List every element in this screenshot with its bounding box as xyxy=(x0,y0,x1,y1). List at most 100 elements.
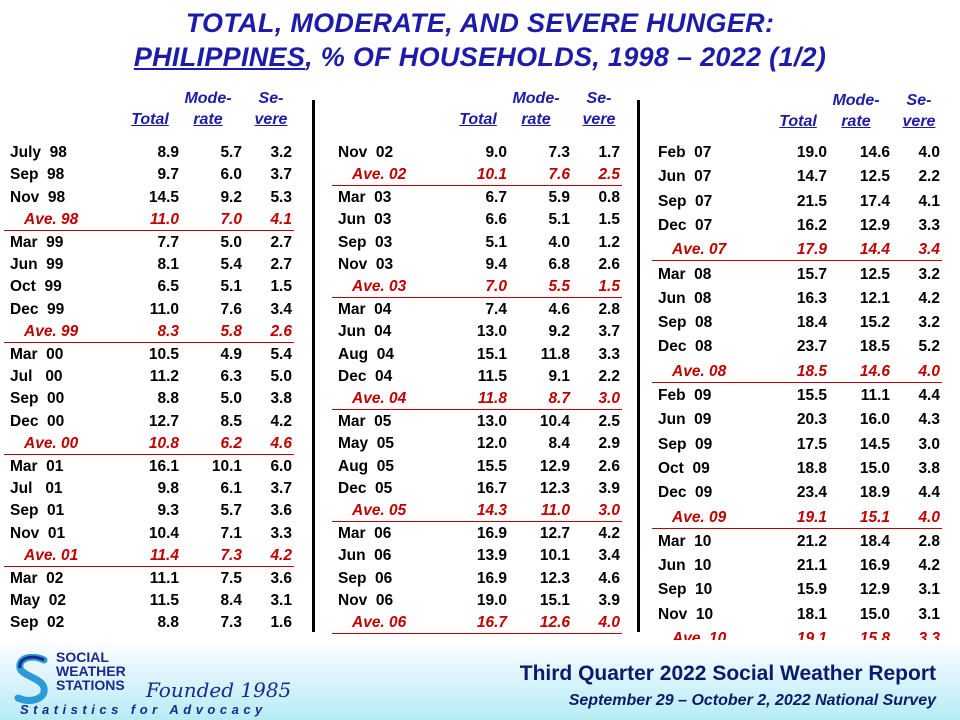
cell-moderate: 5.9 xyxy=(548,188,570,206)
table-row: Aug 04 15.1 11.8 3.3 xyxy=(338,344,622,365)
column-divider-2 xyxy=(637,100,640,632)
cell-severe: 4.2 xyxy=(270,412,292,430)
table-row: Jun 99 8.1 5.4 2.7 xyxy=(10,254,294,275)
cell-total: 16.3 xyxy=(796,289,827,307)
cell-moderate: 8.4 xyxy=(220,592,242,609)
row-label: Ave. 00 xyxy=(24,435,79,453)
row-label: Ave. 99 xyxy=(24,323,79,341)
table-row: Dec 05 16.7 12.3 3.9 xyxy=(338,478,622,499)
row-label: Nov 01 xyxy=(10,524,66,542)
header-severe-bottom: vere xyxy=(254,111,288,128)
row-label: Sep 98 xyxy=(10,166,65,184)
average-row: Ave. 05 14.3 11.0 3.0 xyxy=(332,500,622,523)
row-label: Dec 00 xyxy=(10,412,65,430)
cell-total: 19.0 xyxy=(796,144,827,161)
row-label: Sep 03 xyxy=(338,233,393,251)
row-label: Sep 10 xyxy=(658,581,713,599)
average-row: Ave. 00 10.8 6.2 4.6 xyxy=(4,433,294,456)
cell-severe: 5.4 xyxy=(270,345,292,363)
cell-severe: 4.2 xyxy=(918,557,940,575)
row-label: Sep 02 xyxy=(10,614,65,632)
cell-moderate: 5.0 xyxy=(220,390,242,408)
average-row: Ave. 06 16.7 12.6 4.0 xyxy=(332,612,622,635)
cell-moderate: 16.9 xyxy=(859,557,890,575)
table-row: Mar 04 7.4 4.6 2.8 xyxy=(338,299,622,320)
cell-total: 14.3 xyxy=(476,502,507,520)
cell-severe: 3.0 xyxy=(598,390,620,408)
cell-total: 6.6 xyxy=(485,211,507,229)
table-row: Mar 03 6.7 5.9 0.8 xyxy=(338,187,622,208)
cell-severe: 4.1 xyxy=(918,192,940,210)
table-row: Mar 10 21.2 18.4 2.8 xyxy=(658,531,942,552)
row-label: Sep 07 xyxy=(658,192,713,210)
cell-total: 15.7 xyxy=(796,265,827,283)
row-label: Jul 00 xyxy=(10,368,63,385)
cell-moderate: 8.4 xyxy=(548,435,570,453)
table-row: Sep 10 15.9 12.9 3.1 xyxy=(658,579,942,600)
cell-total: 8.1 xyxy=(157,256,179,273)
table-row: Sep 08 18.4 15.2 3.2 xyxy=(658,312,942,333)
cell-moderate: 14.6 xyxy=(859,144,890,161)
cell-moderate: 18.4 xyxy=(859,532,890,550)
row-label: Jul 01 xyxy=(10,480,63,497)
cell-severe: 3.1 xyxy=(918,581,940,599)
table-row: Jul 00 11.2 6.3 5.0 xyxy=(10,366,294,387)
cell-total: 16.7 xyxy=(476,480,507,497)
table-row: Mar 06 16.9 12.7 4.2 xyxy=(338,523,622,544)
table-row: Dec 08 23.7 18.5 5.2 xyxy=(658,336,942,357)
row-label: Mar 02 xyxy=(10,569,64,587)
row-label: Dec 07 xyxy=(658,216,713,234)
average-row: Ave. 02 10.1 7.6 2.5 xyxy=(332,164,622,187)
row-label: Mar 08 xyxy=(658,265,712,283)
cell-total: 12.0 xyxy=(476,435,507,453)
cell-total: 11.0 xyxy=(149,300,179,318)
table-row: Nov 06 19.0 15.1 3.9 xyxy=(338,590,622,611)
cell-total: 7.0 xyxy=(485,278,507,296)
table-row: Sep 03 5.1 4.0 1.2 xyxy=(338,232,622,253)
title-country: PHILIPPINES xyxy=(133,42,306,72)
row-label: Feb 07 xyxy=(658,144,712,161)
table-row: Jun 04 13.0 9.2 3.7 xyxy=(338,321,622,342)
table-row: May 02 11.5 8.4 3.1 xyxy=(10,590,294,611)
cell-moderate: 10.4 xyxy=(539,412,570,430)
cell-total: 23.4 xyxy=(796,484,827,502)
row-label: Ave. 98 xyxy=(24,211,79,229)
table-row: Sep 06 16.9 12.3 4.6 xyxy=(338,568,622,589)
cell-moderate: 12.9 xyxy=(539,457,570,475)
cell-total: 8.9 xyxy=(157,144,179,161)
cell-total: 14.5 xyxy=(148,188,179,206)
cell-total: 5.1 xyxy=(485,233,507,251)
cell-moderate: 7.0 xyxy=(220,211,242,229)
cell-total: 11.8 xyxy=(477,390,507,408)
row-label: Ave. 07 xyxy=(672,241,727,259)
cell-moderate: 12.5 xyxy=(859,168,890,186)
row-label: Jun 03 xyxy=(338,211,392,229)
cell-total: 9.7 xyxy=(157,166,179,184)
cell-total: 12.7 xyxy=(148,412,179,430)
cell-severe: 4.0 xyxy=(918,362,940,380)
cell-total: 16.2 xyxy=(796,216,827,234)
row-label: Ave. 05 xyxy=(352,502,407,520)
cell-severe: 4.0 xyxy=(598,614,620,632)
row-label: Jun 08 xyxy=(658,289,712,307)
average-row: Ave. 99 8.3 5.8 2.6 xyxy=(4,321,294,344)
table-row: Jun 03 6.6 5.1 1.5 xyxy=(338,209,622,230)
cell-total: 10.4 xyxy=(148,524,179,542)
table-row: Jun 09 20.3 16.0 4.3 xyxy=(658,409,942,430)
cell-severe: 3.7 xyxy=(270,480,292,497)
cell-total: 14.7 xyxy=(796,168,827,186)
cell-total: 7.4 xyxy=(485,300,507,318)
cell-severe: 3.4 xyxy=(598,547,620,565)
cell-severe: 3.4 xyxy=(918,241,940,259)
table-row: Nov 02 9.0 7.3 1.7 xyxy=(338,142,622,163)
header-moderate-top: Mode- xyxy=(184,90,232,107)
table-row: Mar 02 11.1 7.5 3.6 xyxy=(10,568,294,589)
row-label: Dec 04 xyxy=(338,368,393,385)
row-label: Ave. 06 xyxy=(352,614,407,632)
cell-total: 16.7 xyxy=(476,614,507,632)
row-label: Mar 03 xyxy=(338,188,392,206)
cell-moderate: 12.5 xyxy=(859,265,890,283)
cell-severe: 4.6 xyxy=(270,435,292,453)
row-label: Oct 99 xyxy=(10,278,62,296)
row-label: Mar 99 xyxy=(10,233,64,251)
